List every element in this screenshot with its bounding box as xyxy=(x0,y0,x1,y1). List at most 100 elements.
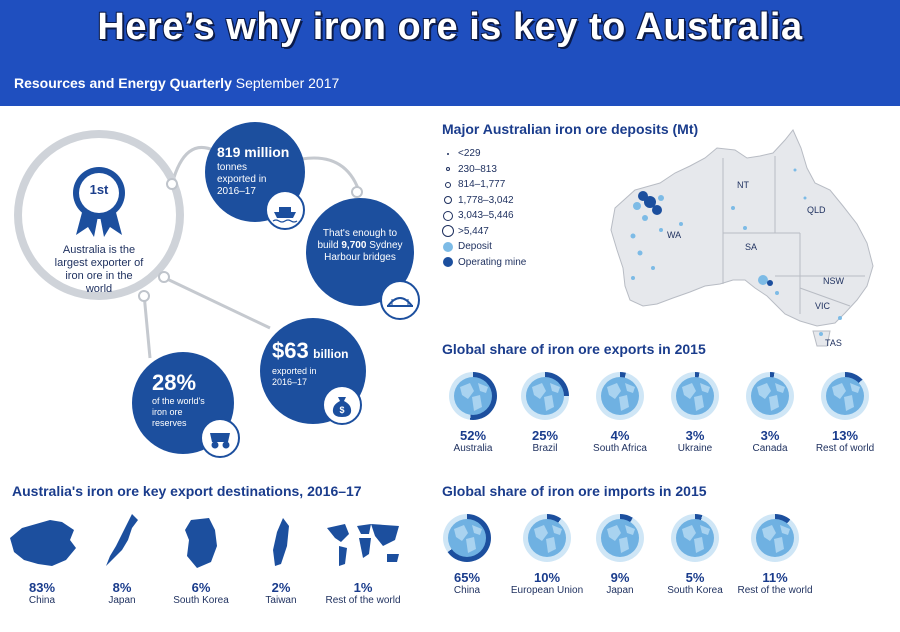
subtitle-publication: Resources and Energy Quarterly xyxy=(14,75,232,91)
share-pct: 10% xyxy=(533,570,561,585)
share-label: Rest of world xyxy=(815,443,875,454)
legend-row: 814–1,777 xyxy=(440,177,526,193)
deposit-dot-icon xyxy=(440,241,456,252)
share-label: South Africa xyxy=(593,443,647,454)
state-wa: WA xyxy=(667,230,681,240)
taiwan-map-icon xyxy=(236,510,326,570)
share-pct: 3% xyxy=(685,428,705,443)
destination-pct: 8% xyxy=(112,580,132,595)
share-pct: 9% xyxy=(610,570,630,585)
circle-icon xyxy=(440,210,456,221)
globe-icon xyxy=(523,514,571,562)
ribbon-badge-icon: 1st xyxy=(68,165,130,242)
imports-share-title: Global share of iron ore imports in 2015 xyxy=(442,483,707,499)
exports-share-title: Global share of iron ore exports in 2015 xyxy=(442,341,706,357)
globe-icon xyxy=(746,372,794,420)
state-nsw: NSW xyxy=(823,276,845,286)
share-pct: 52% xyxy=(459,428,487,443)
legend-label: 1,778–3,042 xyxy=(458,194,514,206)
australia-map: NT QLD WA SA NSW VIC TAS xyxy=(610,129,874,348)
header-banner: Here’s why iron ore is key to Australia … xyxy=(0,0,900,106)
globe-icon xyxy=(751,514,799,562)
destination-label: Rest of the world xyxy=(325,595,401,606)
value-exported: $63 billion xyxy=(272,338,349,364)
connector-node xyxy=(138,290,150,302)
share-item: 4% South Africa xyxy=(580,372,660,454)
legend-label: >5,447 xyxy=(458,225,489,237)
reserves-text: of the world's iron ore reserves xyxy=(152,396,205,428)
state-tas: TAS xyxy=(825,338,842,348)
globe-icon xyxy=(596,372,644,420)
mine-dot-icon xyxy=(440,257,456,268)
legend-label: 230–813 xyxy=(458,163,497,175)
share-pct: 3% xyxy=(760,428,780,443)
value-exported-amount: $63 xyxy=(272,338,309,363)
share-pct: 11% xyxy=(762,570,788,585)
destinations-title: Australia's iron ore key export destinat… xyxy=(12,483,362,499)
deposit-markers xyxy=(630,168,842,336)
share-item: 52% Australia xyxy=(433,372,513,454)
share-item: 25% Brazil xyxy=(505,372,585,454)
connector-node xyxy=(158,271,170,283)
legend-label: Deposit xyxy=(458,241,492,253)
destination-item: 6% South Korea xyxy=(156,510,246,606)
globe-icon xyxy=(449,372,497,420)
legend-row: 3,043–5,446 xyxy=(440,208,526,224)
map-title: Major Australian iron ore deposits (Mt) xyxy=(442,121,699,137)
destination-label: China xyxy=(28,595,56,606)
share-item: 13% Rest of world xyxy=(805,372,885,454)
bridges-text-b: Sydney Harbour bridges xyxy=(324,240,403,263)
destination-item: 83% China xyxy=(0,510,87,606)
share-item: 10% European Union xyxy=(507,514,587,596)
tiny-dot-icon xyxy=(440,152,456,155)
legend-row: 230–813 xyxy=(440,162,526,178)
globe-icon xyxy=(671,372,719,420)
share-label: Rest of the world xyxy=(737,585,813,596)
legend-row: >5,447 xyxy=(440,224,526,240)
value-exported-unit: billion xyxy=(313,347,349,361)
share-item: 11% Rest of the world xyxy=(735,514,815,596)
ship-icon xyxy=(265,190,305,230)
share-item: 3% Canada xyxy=(730,372,810,454)
exporter-text: Australia is the largest exporter of iro… xyxy=(54,244,144,295)
destination-item: 2% Taiwan xyxy=(236,510,326,606)
state-qld: QLD xyxy=(807,205,826,215)
share-item: 65% China xyxy=(427,514,507,596)
legend-label: 814–1,777 xyxy=(458,179,506,191)
globe-icon xyxy=(521,372,569,420)
globe-icon xyxy=(596,514,644,562)
bridges-text: That's enough to build 9,700 Sydney Harb… xyxy=(312,228,408,264)
value-exported-text: exported in 2016–17 xyxy=(272,366,317,387)
circle-icon xyxy=(440,181,456,188)
world-map-icon xyxy=(318,510,408,570)
share-label: South Korea xyxy=(667,585,723,596)
share-label: Canada xyxy=(752,443,788,454)
share-item: 5% South Korea xyxy=(655,514,735,596)
legend-label: Operating mine xyxy=(458,256,527,268)
south-korea-map-icon xyxy=(156,510,246,570)
tonnes-exported-value: 819 million xyxy=(217,144,290,160)
value-exported-blob: $63 billion exported in 2016–17 xyxy=(260,318,366,424)
legend-row: <229 xyxy=(440,146,526,162)
state-sa: SA xyxy=(745,242,757,252)
china-map-icon xyxy=(0,510,87,570)
small-circle-icon xyxy=(440,167,456,172)
bridge-icon xyxy=(380,280,420,320)
connector-node xyxy=(166,178,178,190)
legend-label: 3,043–5,446 xyxy=(458,210,514,222)
large-circle-icon xyxy=(440,225,456,238)
share-pct: 4% xyxy=(610,428,630,443)
subtitle-date: September 2017 xyxy=(235,75,340,91)
globe-icon xyxy=(443,514,491,562)
map-legend: <229 230–813 814–1,777 1,778–3,042 3,043… xyxy=(440,146,526,270)
circle-icon xyxy=(440,196,456,205)
share-pct: 13% xyxy=(831,428,859,443)
legend-row: Deposit xyxy=(440,239,526,255)
globe-icon xyxy=(821,372,869,420)
destination-label: Japan xyxy=(108,595,136,606)
bridges-count: 9,700 xyxy=(341,240,367,251)
destination-pct: 1% xyxy=(353,580,373,595)
destination-item: 8% Japan xyxy=(77,510,167,606)
share-label: Australia xyxy=(453,443,493,454)
share-pct: 65% xyxy=(453,570,481,585)
